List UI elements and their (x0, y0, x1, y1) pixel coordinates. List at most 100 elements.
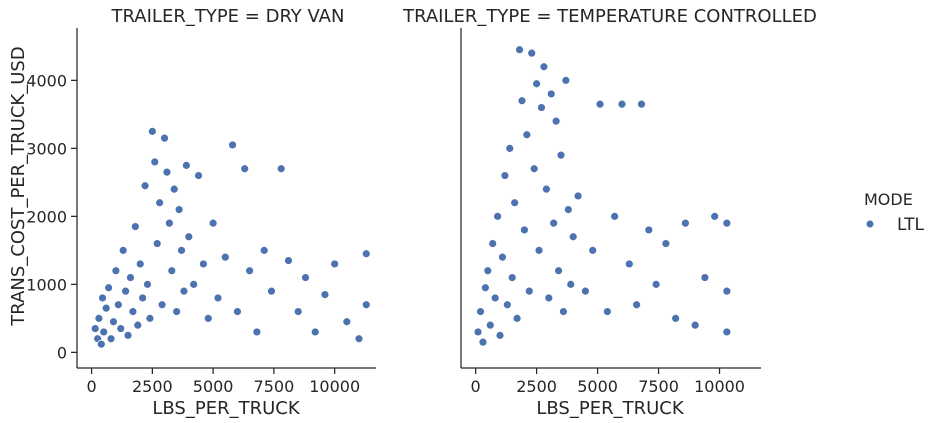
scatter-point (240, 164, 250, 174)
scatter-point (549, 218, 559, 228)
scatter-point (498, 252, 507, 262)
scatter-point (252, 327, 262, 337)
scatter-point (96, 339, 106, 349)
scatter-point (126, 273, 135, 282)
scatter-point (588, 245, 598, 255)
scatter-point (502, 300, 512, 310)
scatter-point (539, 62, 549, 72)
x-tick-label: 5000 (193, 377, 234, 396)
scatter-point (208, 218, 218, 228)
x-tick-label: 5000 (577, 377, 618, 396)
scatter-point (174, 205, 184, 214)
scatter-point (172, 307, 182, 316)
scatter-point (104, 283, 114, 293)
x-tick-label: 7500 (254, 377, 295, 396)
facet-title: TRAILER_TYPE = DRY VAN (111, 6, 345, 27)
scatter-point (561, 75, 571, 85)
scatter-point (157, 300, 167, 310)
x-tick-label: 0 (86, 377, 96, 396)
scatter-point (485, 320, 495, 330)
legend-item-label: LTL (897, 215, 925, 235)
scatter-point (145, 313, 155, 323)
scatter-point (284, 256, 293, 265)
scatter-point (167, 266, 177, 276)
scatter-point (213, 293, 223, 303)
scatter-point (480, 283, 490, 293)
scatter-point (512, 313, 522, 323)
scatter-point (680, 218, 690, 228)
scatter-point (130, 222, 140, 231)
scatter-point (138, 293, 148, 303)
scatter-point (342, 317, 352, 327)
x-tick-label: 0 (471, 377, 481, 396)
scatter-point (515, 45, 524, 55)
scatter-point (534, 245, 544, 255)
scatter-point (500, 171, 510, 180)
ticks-group: 0 2500 5000 7500 10000 0 1000 2000 3000 4000 (26, 71, 360, 396)
scatter-point (556, 150, 566, 160)
scatter-point (580, 286, 590, 296)
scatter-point (111, 266, 121, 276)
scatter-point (133, 320, 143, 330)
scatter-point (184, 232, 194, 242)
scatter-point (98, 293, 107, 303)
x-axis-label: LBS_PER_TRUCK (152, 398, 300, 419)
scatter-point (595, 99, 605, 109)
scatter-point (150, 157, 160, 167)
scatter-point (121, 286, 131, 296)
scatter-point (164, 218, 174, 228)
scatter-point (671, 313, 681, 323)
scatter-point (101, 303, 111, 313)
facet-dry-van: TRAILER_TYPE = DRY VAN TRANS_COST_PER_TR… (8, 6, 376, 419)
scatter-point (624, 259, 634, 269)
scatter-point (495, 330, 505, 340)
legend-title: MODE (864, 190, 913, 209)
scatter-point (155, 198, 165, 208)
scatter-point (128, 307, 138, 316)
scatter-point (529, 164, 539, 174)
scatter-point (194, 171, 203, 180)
y-tick-label: 3000 (26, 139, 67, 158)
scatter-point (644, 225, 654, 235)
scatter-point (220, 252, 230, 262)
x-tick-label: 10000 (694, 377, 745, 396)
scatter-point (559, 307, 568, 316)
scatter-point (189, 279, 199, 289)
scatter-point (152, 239, 162, 248)
scatter-point (617, 99, 627, 109)
y-tick-label: 2000 (26, 207, 67, 226)
scatter-point (116, 324, 126, 333)
scatter-point (532, 79, 542, 89)
scatter-point (510, 198, 520, 208)
scatter-point (259, 245, 269, 255)
x-tick-label: 10000 (309, 377, 360, 396)
scatter-point (632, 300, 642, 310)
scatter-point (651, 279, 661, 289)
scatter-point (160, 133, 169, 143)
x-tick-label: 7500 (638, 377, 679, 396)
scatter-point (361, 300, 371, 310)
legend-marker (865, 219, 875, 229)
scatter-point (109, 317, 118, 327)
scatter-point (361, 249, 371, 259)
scatter-point (573, 191, 583, 201)
scatter-point (140, 181, 150, 191)
points-group (473, 45, 732, 347)
y-tick-label: 1000 (26, 275, 67, 294)
scatter-point (94, 313, 104, 323)
points-group (90, 126, 371, 349)
scatter-point (568, 232, 578, 242)
scatter-point (90, 324, 100, 333)
scatter-point (520, 225, 529, 235)
scatter-point (135, 259, 145, 269)
scatter-point (524, 286, 534, 296)
scatter-point (169, 184, 179, 194)
y-tick-label: 0 (57, 343, 67, 362)
scatter-point (544, 293, 554, 303)
scatter-point (610, 211, 620, 221)
scatter-point (473, 327, 483, 337)
scatter-point (722, 286, 732, 296)
facet-title: TRAILER_TYPE = TEMPERATURE CONTROLLED (402, 6, 817, 27)
scatter-point (551, 116, 561, 126)
